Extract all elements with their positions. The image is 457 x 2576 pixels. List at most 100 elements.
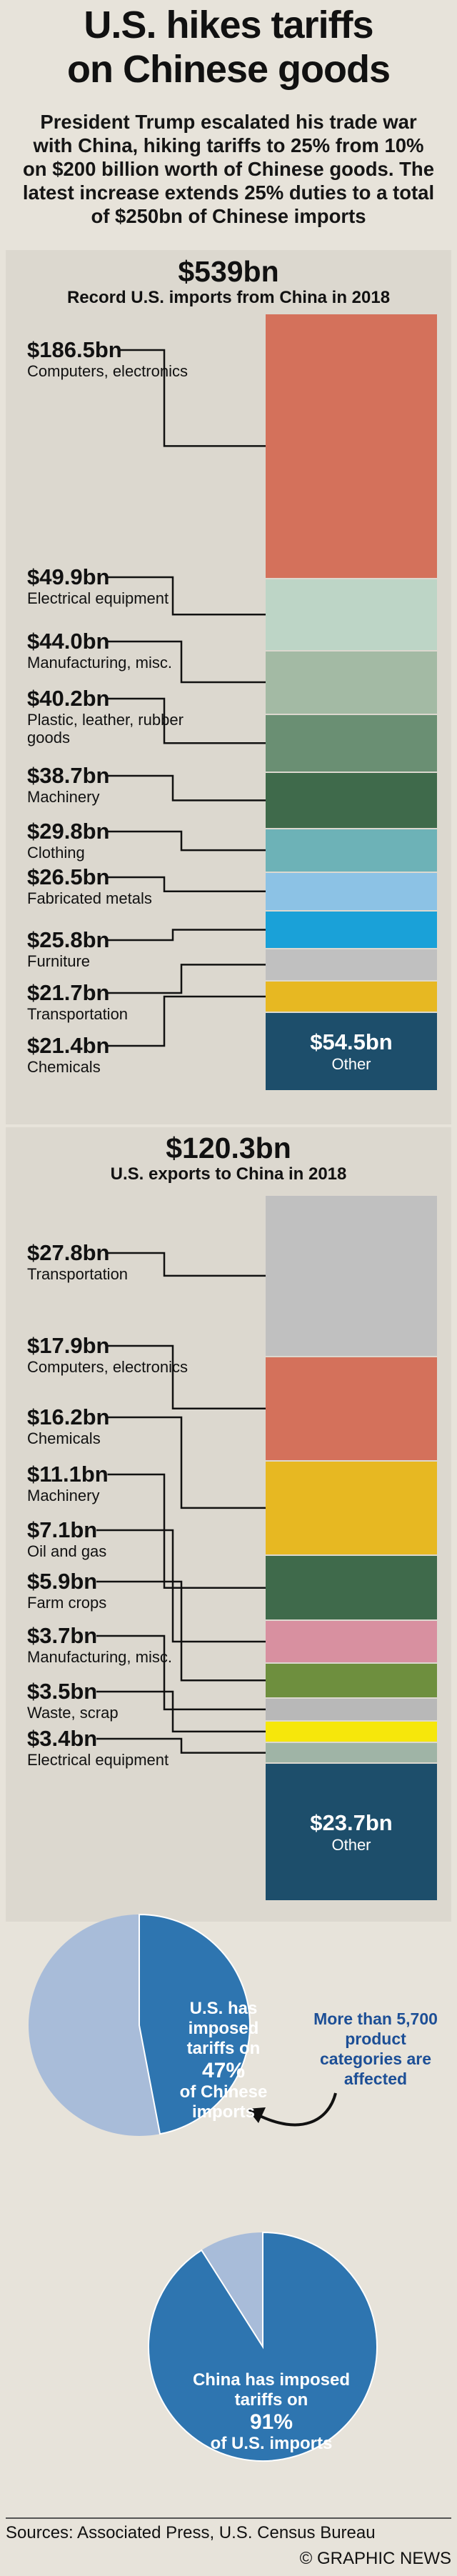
- imports-total: $539bn: [178, 255, 279, 288]
- imports-transportation-leader: [107, 964, 294, 994]
- exports-waste-scrap-category: Waste, scrap: [27, 1704, 119, 1722]
- exports-other-segment: [266, 1764, 437, 1900]
- imports-machinery-leader: [107, 774, 294, 802]
- exports-farm-crops-value: $5.9bn: [27, 1569, 98, 1594]
- imports-transportation-label: $21.7bn Transportation: [27, 980, 227, 1023]
- note-arrow-head: [247, 2107, 266, 2123]
- intro-text: President Trump escalated his trade war …: [22, 111, 435, 227]
- imports-clothing-label: $29.8bn Clothing: [27, 819, 227, 862]
- imports-transportation-value: $21.7bn: [27, 980, 110, 1005]
- imports-furniture-leader: [107, 929, 294, 942]
- imports-furniture-category: Furniture: [27, 952, 91, 970]
- imports-chemicals-value: $21.4bn: [27, 1033, 110, 1058]
- page-title: U.S. hikes tariffs on Chinese goods: [0, 3, 457, 91]
- credit: © GRAPHIC NEWS: [299, 2549, 451, 2568]
- imports-other-value: $54.5bn: [310, 1029, 393, 1055]
- imports-plastic-leather-rubber-goods-value: $40.2bn: [27, 686, 110, 711]
- imports-machinery-segment: [266, 773, 437, 828]
- imports-chemicals-category: Chemicals: [27, 1058, 101, 1076]
- exports-transportation-segment: [266, 1196, 437, 1356]
- imports-computers-electronics-label: $186.5bn Computers, electronics: [27, 337, 227, 380]
- imports-machinery-label: $38.7bn Machinery: [27, 763, 227, 806]
- exports-farm-crops-segment: [266, 1663, 437, 1697]
- exports-machinery-category: Machinery: [27, 1487, 100, 1504]
- imports-computers-electronics-value: $186.5bn: [27, 337, 122, 362]
- exports-waste-scrap-value: $3.5bn: [27, 1679, 98, 1704]
- imports-other-segment: [266, 1013, 437, 1090]
- exports-oil-and-gas-leader: [96, 1529, 294, 1643]
- exports-machinery-label: $11.1bn Machinery: [27, 1462, 227, 1504]
- imports-electrical-equipment-leader: [107, 576, 294, 616]
- pie-us-line-3: tariffs on: [186, 2039, 261, 2058]
- pie-china-line-2: tariffs on: [234, 2390, 308, 2410]
- imports-manufacturing-misc-value: $44.0bn: [27, 629, 110, 654]
- imports-computers-electronics-category: Computers, electronics: [27, 362, 188, 380]
- imports-clothing-leader: [107, 830, 294, 852]
- imports-transportation-segment: [266, 949, 437, 980]
- imports-plastic-leather-rubber-goods-category: Plastic, leather, rubber goods: [27, 711, 184, 747]
- exports-transportation-category: Transportation: [27, 1265, 129, 1283]
- pie-china-line-1: China has imposed: [192, 2370, 351, 2390]
- exports-transportation-value: $27.8bn: [27, 1240, 110, 1265]
- pie-us-line-1: U.S. has: [189, 1999, 258, 2018]
- imports-electrical-equipment-label: $49.9bn Electrical equipment: [27, 564, 227, 607]
- exports-oil-and-gas-category: Oil and gas: [27, 1542, 107, 1560]
- sources: Sources: Associated Press, U.S. Census B…: [6, 2523, 376, 2542]
- imports-machinery-category: Machinery: [27, 788, 100, 806]
- imports-fabricated-metals-label: $26.5bn Fabricated metals: [27, 864, 227, 907]
- exports-electrical-equipment-leader: [96, 1737, 294, 1754]
- imports-manufacturing-misc-category: Manufacturing, misc.: [27, 654, 172, 672]
- exports-farm-crops-label: $5.9bn Farm crops: [27, 1569, 227, 1612]
- imports-electrical-equipment-category: Electrical equipment: [27, 589, 169, 607]
- exports-chemicals-label: $16.2bn Chemicals: [27, 1404, 227, 1447]
- exports-chemicals-leader: [107, 1416, 294, 1509]
- exports-waste-scrap-segment: [266, 1721, 437, 1742]
- pie-us-percent: 47%: [201, 2059, 246, 2082]
- imports-chemicals-segment: [266, 981, 437, 1012]
- pie-us-tariffed-slice: [139, 1913, 251, 2135]
- imports-furniture-label: $25.8bn Furniture: [27, 927, 227, 970]
- imports-manufacturing-misc-leader: [107, 640, 294, 684]
- exports-machinery-segment: [266, 1556, 437, 1620]
- exports-manufacturing-misc-segment: [266, 1699, 437, 1720]
- pie-us-tail-1: of Chinese: [179, 2082, 268, 2102]
- imports-machinery-value: $38.7bn: [27, 763, 110, 788]
- exports-computers-electronics-value: $17.9bn: [27, 1333, 110, 1358]
- imports-clothing-category: Clothing: [27, 844, 85, 862]
- exports-electrical-equipment-category: Electrical equipment: [27, 1751, 169, 1769]
- imports-transportation-category: Transportation: [27, 1005, 129, 1023]
- imports-manufacturing-misc-segment: [266, 651, 437, 714]
- note-arrow: [256, 2092, 337, 2127]
- exports-oil-and-gas-label: $7.1bn Oil and gas: [27, 1517, 227, 1560]
- imports-manufacturing-misc-label: $44.0bn Manufacturing, misc.: [27, 629, 227, 672]
- exports-electrical-equipment-label: $3.4bn Electrical equipment: [27, 1726, 227, 1769]
- exports-other-value: $23.7bn: [310, 1809, 393, 1835]
- pie-china-tail: of U.S. imports: [210, 2434, 333, 2453]
- exports-other-category: Other: [331, 1835, 371, 1854]
- exports-machinery-leader: [107, 1473, 294, 1589]
- imports-other-category: Other: [331, 1055, 371, 1074]
- imports-fabricated-metals-leader: [107, 876, 294, 892]
- exports-waste-scrap-label: $3.5bn Waste, scrap: [27, 1679, 227, 1722]
- imports-chemicals-leader: [107, 995, 294, 1047]
- exports-subtitle: U.S. exports to China in 2018: [110, 1164, 347, 1184]
- exports-total: $120.3bn: [166, 1132, 291, 1164]
- imports-plastic-leather-rubber-goods-leader: [107, 697, 294, 744]
- exports-transportation-leader: [107, 1252, 294, 1277]
- imports-furniture-value: $25.8bn: [27, 927, 110, 952]
- imports-other-label: $54.5bn Other: [266, 1029, 437, 1074]
- exports-computers-electronics-segment: [266, 1357, 437, 1460]
- pie-us-line-2: imposed: [188, 2019, 259, 2038]
- product-categories-note: More than 5,700 product categories are a…: [313, 2010, 438, 2088]
- imports-fabricated-metals-segment: [266, 872, 437, 910]
- imports-computers-electronics-segment: [266, 314, 437, 578]
- exports-farm-crops-leader: [96, 1580, 294, 1682]
- imports-chemicals-label: $21.4bn Chemicals: [27, 1033, 227, 1076]
- imports-furniture-segment: [266, 911, 437, 948]
- footer-rule: [6, 2517, 451, 2519]
- exports-machinery-value: $11.1bn: [27, 1462, 109, 1487]
- exports-other-label: $23.7bn Other: [266, 1810, 437, 1854]
- exports-chemicals-segment: [266, 1461, 437, 1555]
